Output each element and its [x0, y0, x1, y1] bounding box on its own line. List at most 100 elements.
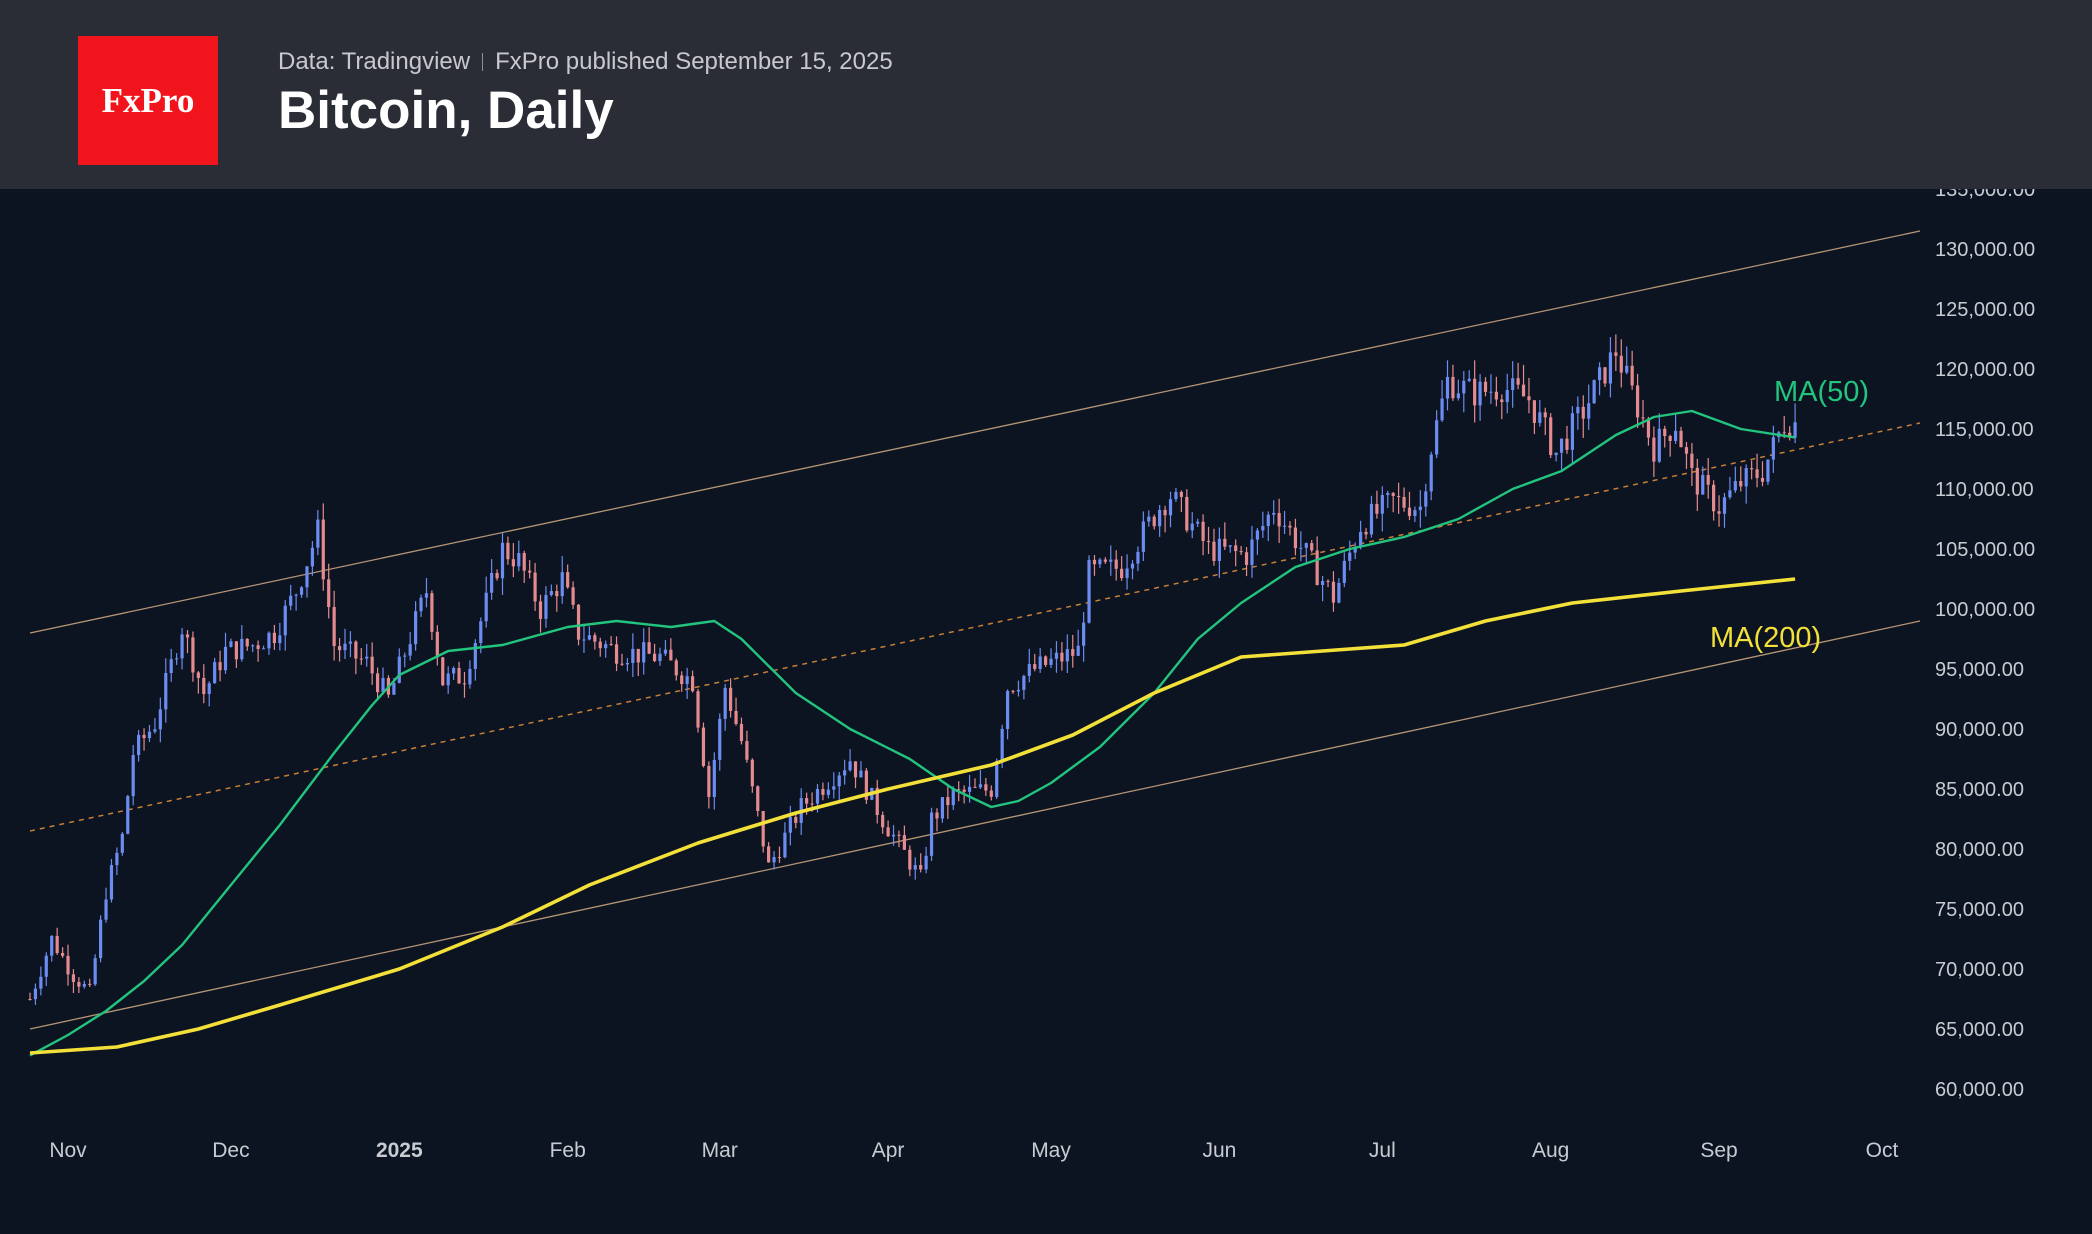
- candle-up: [1136, 551, 1140, 564]
- candle-up: [1255, 530, 1260, 540]
- candle-up: [213, 662, 217, 684]
- candle-down: [1755, 469, 1759, 478]
- y-tick-label: 70,000.00: [1935, 959, 2024, 981]
- candle-down: [1375, 503, 1379, 514]
- candle-up: [1027, 664, 1031, 676]
- candle-up: [625, 662, 630, 665]
- candle-down: [1750, 468, 1754, 470]
- candle-down: [88, 983, 92, 985]
- chart-background: [0, 189, 2092, 1234]
- candle-down: [1212, 541, 1216, 561]
- candle-down: [1646, 418, 1651, 438]
- candle-up: [158, 709, 162, 730]
- candle-down: [1407, 507, 1412, 517]
- candle-down: [272, 632, 276, 644]
- candle-up: [348, 641, 353, 644]
- candle-down: [1326, 581, 1330, 583]
- candle-down: [946, 797, 950, 806]
- candle-up: [294, 594, 298, 596]
- candle-down: [1011, 690, 1015, 692]
- candle-up: [381, 677, 385, 693]
- candle-up: [1000, 728, 1004, 761]
- page-title: Bitcoin, Daily: [278, 81, 614, 140]
- candle-down: [1331, 581, 1336, 603]
- candle-up: [479, 621, 483, 643]
- candle-up: [544, 595, 548, 619]
- candle-up: [1359, 531, 1363, 547]
- y-tick-label: 75,000.00: [1935, 899, 2024, 921]
- candle-up: [126, 796, 130, 834]
- candle-up: [859, 770, 863, 778]
- candle-down: [354, 641, 358, 659]
- chart-header: FxPro Data: Tradingview FxPro published S…: [0, 0, 2092, 189]
- candle-down: [761, 810, 765, 847]
- y-tick-label: 135,000.00: [1935, 189, 2035, 201]
- candle-down: [71, 974, 76, 982]
- y-tick-label: 60,000.00: [1935, 1079, 2024, 1101]
- candle-up: [44, 955, 48, 977]
- candle-down: [1473, 378, 1477, 406]
- candle-down: [729, 687, 733, 711]
- candle-down: [1706, 475, 1710, 485]
- candle-up: [1559, 438, 1564, 453]
- candle-up: [658, 653, 662, 662]
- candle-up: [1174, 491, 1178, 500]
- candle-up: [1158, 509, 1162, 527]
- candle-up: [837, 775, 841, 787]
- x-tick-label: Dec: [212, 1139, 249, 1162]
- candle-up: [180, 634, 184, 659]
- candle-down: [794, 816, 798, 823]
- candle-up: [1587, 403, 1591, 419]
- candle-up: [229, 641, 233, 647]
- candle-up: [169, 659, 173, 674]
- ma200-line: [29, 577, 1796, 1055]
- candle-up: [414, 611, 418, 645]
- ma50-line: [29, 409, 1796, 1057]
- y-axis: 135,000.00 130,000.00 125,000.00 120,000.00…: [1935, 189, 2035, 1101]
- candle-down: [734, 710, 738, 724]
- x-tick-label: Aug: [1532, 1139, 1569, 1162]
- candle-up: [424, 593, 429, 598]
- candle-up: [788, 816, 792, 833]
- candle-down: [1635, 385, 1640, 418]
- candle-down: [1782, 432, 1786, 434]
- candle-up: [783, 832, 787, 858]
- candle-down: [853, 761, 858, 778]
- candle-down: [1565, 438, 1569, 450]
- candle-up: [1728, 490, 1732, 498]
- x-tick-label: Jun: [1202, 1139, 1236, 1162]
- candle-up: [1440, 398, 1444, 421]
- candle-up: [1570, 413, 1575, 450]
- bitcoin-chart: 135,000.00 130,000.00 125,000.00 120,000.00…: [0, 189, 2092, 1234]
- candle-down: [337, 646, 342, 651]
- candle-up: [1608, 352, 1613, 384]
- candle-up: [99, 919, 103, 959]
- candle-up: [1054, 652, 1059, 659]
- candle-down: [1315, 550, 1319, 585]
- candle-down: [805, 798, 809, 804]
- candle-up: [1597, 367, 1602, 381]
- candle-up: [1369, 503, 1374, 535]
- candle-up: [604, 644, 608, 649]
- candle-down: [1695, 467, 1699, 495]
- candle-up: [1657, 428, 1661, 462]
- candle-down: [1244, 552, 1249, 565]
- publish-info: FxPro published September 15, 2025: [495, 48, 893, 75]
- candle-down: [1277, 512, 1281, 527]
- candle-down: [1521, 384, 1526, 397]
- candle-down: [1684, 447, 1689, 454]
- y-tick-label: 80,000.00: [1935, 839, 2024, 861]
- candle-down: [506, 542, 510, 560]
- candle-up: [490, 572, 494, 593]
- candle-down: [321, 519, 325, 580]
- candle-down: [1451, 376, 1455, 399]
- y-tick-label: 115,000.00: [1935, 419, 2034, 441]
- candle-down: [614, 644, 619, 664]
- candle-up: [484, 592, 488, 622]
- candle-up: [392, 682, 396, 695]
- candle-up: [207, 683, 211, 695]
- candle-up: [1065, 649, 1069, 662]
- ma200-label: MA(200): [1710, 622, 1821, 654]
- candle-down: [1310, 543, 1314, 551]
- candle-down: [533, 572, 537, 602]
